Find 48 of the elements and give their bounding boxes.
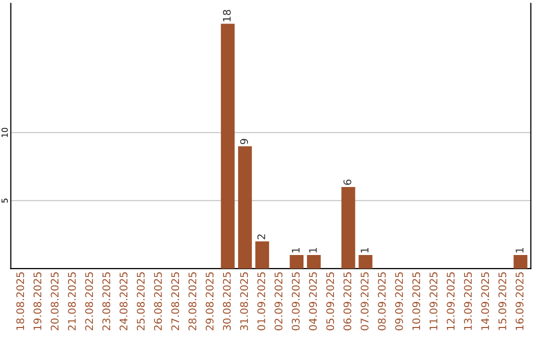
x-tick-label: 13.09.2025: [464, 272, 472, 330]
x-tick-label: 25.08.2025: [136, 272, 145, 330]
x-tick-label: 14.09.2025: [481, 272, 490, 330]
x-tick-label: 21.08.2025: [68, 272, 76, 330]
data-label: 2: [257, 234, 266, 240]
x-tick-label: 06.09.2025: [343, 272, 352, 330]
x-tick-label: 24.08.2025: [120, 272, 128, 330]
x-tick-label: 09.09.2025: [395, 272, 403, 330]
x-tick-label: 15.09.2025: [498, 272, 506, 330]
data-label: 6: [343, 180, 352, 185]
data-label: 1: [516, 248, 524, 252]
x-tick-label: 31.08.2025: [240, 272, 248, 330]
bar: [358, 255, 372, 269]
x-tick-label: 19.08.2025: [33, 272, 42, 330]
data-label: 18: [222, 10, 231, 22]
bar: [255, 241, 270, 269]
x-tick-label: 22.08.2025: [85, 272, 94, 330]
bar: [220, 24, 235, 269]
data-label: 9: [240, 138, 248, 144]
data-label: 1: [292, 248, 300, 252]
x-tick-label: 12.09.2025: [446, 272, 455, 330]
data-label: 1: [360, 248, 368, 252]
x-tick-label: 20.08.2025: [50, 272, 59, 330]
x-tick-label: 01.09.2025: [257, 272, 266, 330]
x-tick-label: 05.09.2025: [326, 272, 334, 330]
x-tick-label: 30.08.2025: [222, 272, 231, 330]
bar: [306, 255, 321, 269]
x-tick-label: 26.08.2025: [154, 272, 162, 330]
x-tick-label: 16.09.2025: [516, 272, 524, 330]
bar: [341, 187, 356, 269]
x-tick-label: 02.09.2025: [274, 272, 282, 330]
x-tick-label: 11.09.2025: [430, 272, 438, 330]
x-tick-label: 10.09.2025: [412, 272, 420, 330]
bar: [238, 146, 252, 269]
x-tick-label: 23.08.2025: [102, 272, 110, 330]
x-tick-label: 07.09.2025: [360, 272, 369, 330]
x-tick-label: 08.09.2025: [378, 272, 386, 330]
y-tick-label: 5: [2, 198, 8, 203]
data-label: 1: [309, 248, 317, 252]
x-tick-label: 04.09.2025: [309, 272, 317, 330]
bar: [514, 255, 528, 269]
x-tick-label: 28.08.2025: [188, 272, 196, 330]
x-tick-label: 03.09.2025: [292, 272, 300, 330]
y-tick-label: 10: [1, 128, 8, 137]
x-tick-label: 29.08.2025: [206, 272, 214, 330]
x-tick-label: 27.08.2025: [171, 272, 180, 330]
bar: [290, 255, 304, 269]
x-tick-label: 18.08.2025: [16, 272, 24, 330]
